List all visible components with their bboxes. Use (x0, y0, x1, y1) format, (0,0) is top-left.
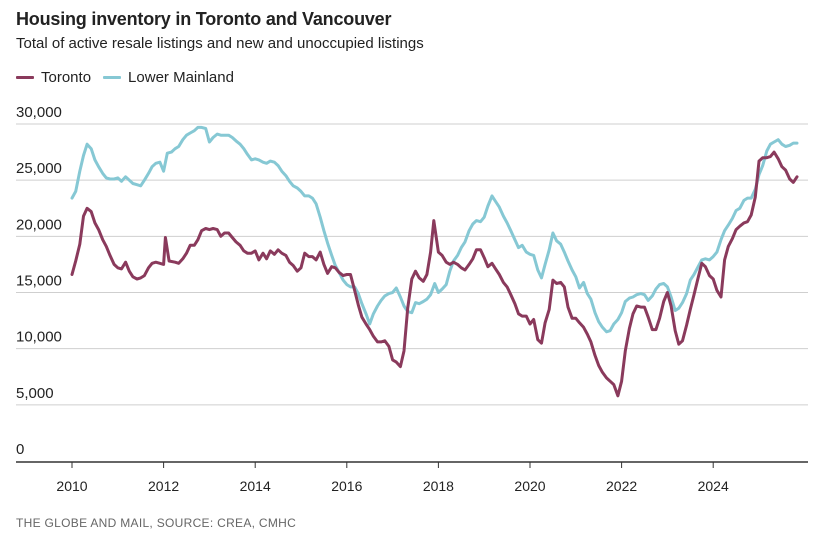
series-line-lower-mainland (70, 125, 799, 334)
y-axis-ticks: 0 5,000 10,000 15,000 20,000 25,000 30,000 (16, 104, 62, 458)
legend-item-toronto: Toronto (16, 69, 91, 86)
source-credit: THE GLOBE AND MAIL, SOURCE: CREA, CMHC (16, 516, 297, 530)
x-tick-label: 2018 (423, 478, 454, 494)
y-tick-label: 0 (16, 441, 24, 458)
legend: Toronto Lower Mainland (16, 69, 246, 86)
x-tick-label: 2022 (606, 478, 637, 494)
legend-item-lower-mainland: Lower Mainland (103, 69, 234, 86)
x-tick-label: 2012 (148, 478, 179, 494)
y-tick-label: 25,000 (16, 160, 62, 177)
x-tick-label: 2020 (514, 478, 545, 494)
y-tick-label: 5,000 (16, 385, 54, 402)
series-lines (70, 125, 799, 398)
x-tick-label: 2014 (240, 478, 271, 494)
chart-subtitle: Total of active resale listings and new … (16, 35, 424, 52)
y-tick-label: 15,000 (16, 273, 62, 290)
x-axis: 2010 2012 2014 2016 2018 2020 2022 2024 (16, 461, 808, 494)
legend-swatch-lower-mainland (103, 76, 122, 79)
y-tick-label: 30,000 (16, 104, 62, 121)
x-tick-label: 2010 (56, 478, 87, 494)
x-tick-label: 2024 (698, 478, 729, 494)
gridlines (16, 123, 808, 406)
legend-label-toronto: Toronto (41, 69, 92, 86)
x-tick-label: 2016 (331, 478, 362, 494)
y-tick-label: 10,000 (16, 329, 62, 346)
y-tick-label: 20,000 (16, 216, 62, 233)
legend-swatch-toronto (16, 76, 34, 79)
series-line-toronto (70, 150, 799, 398)
legend-label-lower-mainland: Lower Mainland (128, 69, 234, 86)
chart-title: Housing inventory in Toronto and Vancouv… (16, 9, 392, 29)
